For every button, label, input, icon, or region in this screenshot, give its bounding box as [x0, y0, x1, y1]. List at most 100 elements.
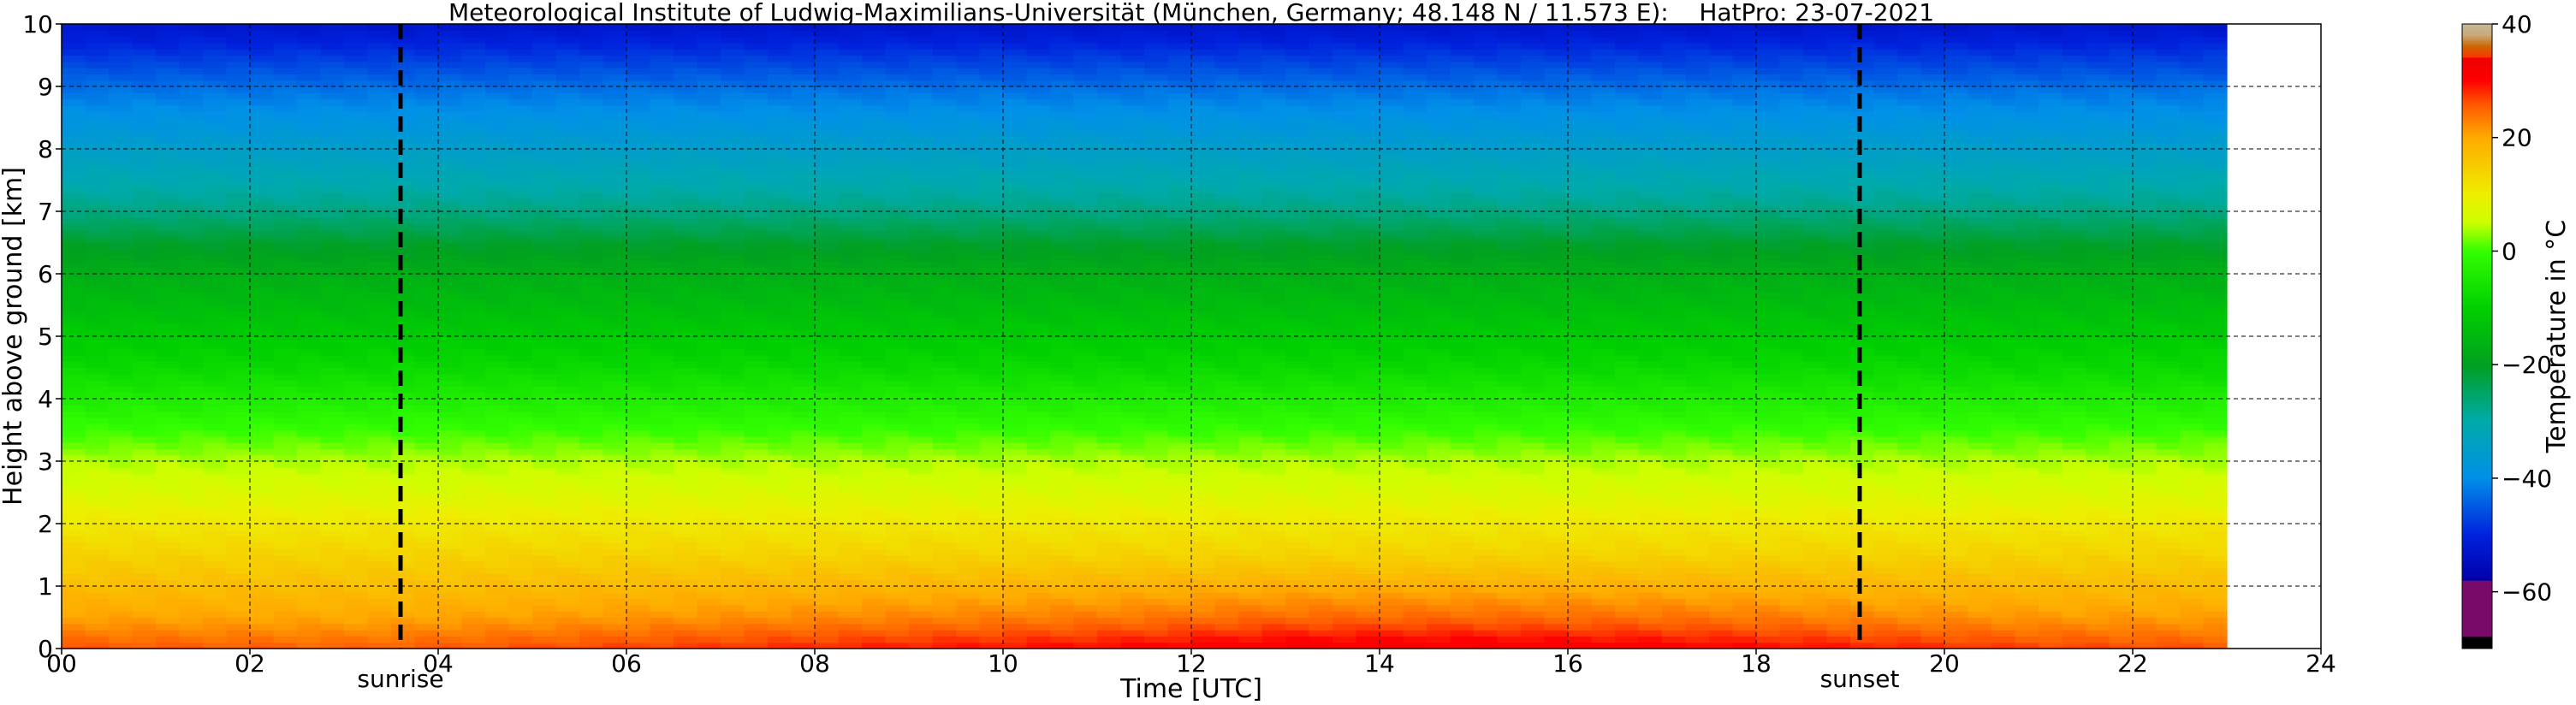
heatmap-cell — [297, 299, 322, 306]
heatmap-cell — [885, 186, 910, 193]
heatmap-cell — [1097, 42, 1122, 50]
heatmap-cell — [1073, 242, 1098, 250]
heatmap-cell — [791, 248, 816, 256]
heatmap-cell — [1191, 511, 1216, 518]
heatmap-cell — [626, 361, 651, 369]
heatmap-cell — [1120, 611, 1145, 619]
heatmap-cell — [626, 317, 651, 324]
heatmap-cell — [932, 579, 957, 587]
heatmap-cell — [838, 136, 863, 144]
heatmap-cell — [1026, 242, 1051, 250]
heatmap-cell — [555, 454, 580, 462]
heatmap-cell — [1167, 142, 1192, 150]
heatmap-cell — [815, 405, 840, 412]
heatmap-cell — [297, 579, 322, 587]
heatmap-cell — [85, 329, 110, 337]
heatmap-cell — [367, 149, 392, 156]
heatmap-cell — [602, 242, 627, 250]
heatmap-cell — [1073, 180, 1098, 187]
heatmap-cell — [1026, 630, 1051, 637]
heatmap-cell — [203, 267, 228, 275]
heatmap-cell — [414, 149, 439, 156]
heatmap-cell — [1191, 586, 1216, 593]
heatmap-cell — [1120, 180, 1145, 187]
heatmap-cell — [909, 430, 934, 437]
heatmap-cell — [1214, 630, 1239, 637]
heatmap-cell — [226, 204, 251, 212]
heatmap-cell — [438, 86, 463, 93]
heatmap-cell — [461, 174, 486, 181]
heatmap-cell — [932, 261, 957, 269]
heatmap-cell — [156, 30, 181, 38]
heatmap-cell — [320, 380, 345, 387]
heatmap-cell — [1214, 636, 1239, 643]
heatmap-cell — [1120, 98, 1145, 106]
heatmap-cell — [979, 274, 1004, 281]
heatmap-cell — [956, 180, 981, 187]
heatmap-cell — [344, 636, 369, 643]
heatmap-cell — [156, 223, 181, 231]
heatmap-cell — [909, 248, 934, 256]
heatmap-cell — [62, 123, 86, 131]
heatmap-cell — [367, 435, 392, 443]
heatmap-cell — [626, 117, 651, 125]
heatmap-cell — [203, 299, 228, 306]
heatmap-cell — [1026, 542, 1051, 549]
heatmap-cell — [555, 55, 580, 62]
heatmap-cell — [485, 61, 510, 68]
heatmap-cell — [414, 136, 439, 144]
heatmap-cell — [391, 386, 416, 394]
heatmap-cell — [1167, 623, 1192, 631]
heatmap-cell — [1214, 80, 1239, 87]
heatmap-cell — [226, 380, 251, 387]
heatmap-cell — [862, 149, 887, 156]
heatmap-cell — [1026, 311, 1051, 318]
heatmap-cell — [979, 211, 1004, 218]
heatmap-cell — [391, 311, 416, 318]
heatmap-cell — [226, 186, 251, 193]
heatmap-cell — [768, 42, 792, 50]
heatmap-cell — [579, 604, 604, 612]
heatmap-cell — [579, 261, 604, 269]
heatmap-cell — [579, 548, 604, 556]
heatmap-cell — [555, 305, 580, 312]
heatmap-cell — [1003, 536, 1028, 543]
heatmap-cell — [344, 323, 369, 331]
heatmap-cell — [909, 442, 934, 449]
heatmap-cell — [508, 68, 533, 74]
heatmap-cell — [909, 211, 934, 218]
heatmap-cell — [979, 486, 1004, 494]
heatmap-cell — [1026, 579, 1051, 587]
heatmap-cell — [650, 467, 674, 475]
heatmap-cell — [1097, 573, 1122, 581]
heatmap-cell — [344, 111, 369, 119]
heatmap-cell — [721, 524, 745, 530]
heatmap-cell — [391, 598, 416, 606]
heatmap-cell — [1167, 511, 1192, 518]
heatmap-cell — [697, 454, 721, 462]
heatmap-cell — [1214, 573, 1239, 581]
heatmap-cell — [1097, 36, 1122, 44]
heatmap-cell — [226, 136, 251, 144]
heatmap-cell — [602, 55, 627, 62]
heatmap-cell — [768, 536, 792, 543]
heatmap-cell — [626, 405, 651, 412]
heatmap-cell — [62, 598, 86, 606]
heatmap-cell — [203, 342, 228, 350]
heatmap-cell — [674, 292, 698, 299]
heatmap-cell — [697, 579, 721, 587]
heatmap-cell — [344, 36, 369, 44]
heatmap-cell — [1167, 255, 1192, 262]
heatmap-cell — [932, 630, 957, 637]
heatmap-cell — [226, 236, 251, 244]
heatmap-cell — [768, 424, 792, 431]
heatmap-cell — [1003, 161, 1028, 169]
heatmap-cell — [62, 636, 86, 643]
heatmap-cell — [367, 193, 392, 199]
heatmap-cell — [461, 92, 486, 100]
heatmap-cell — [697, 367, 721, 375]
heatmap-cell — [862, 242, 887, 250]
heatmap-cell — [62, 473, 86, 481]
heatmap-cell — [367, 579, 392, 587]
heatmap-cell — [250, 604, 275, 612]
